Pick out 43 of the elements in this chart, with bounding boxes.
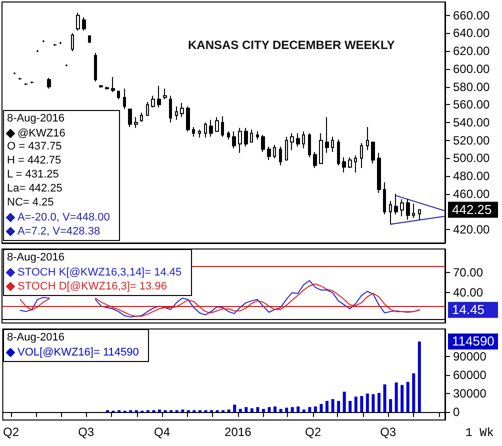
x-tick-label: 2016 [224,425,252,439]
annotation: O = 437.75 [7,140,62,152]
x-tick-label: Q2 [2,425,20,439]
x-tick-label: Q3 [78,425,94,439]
legend-label: STOCH K[@KWZ16,3,14]= 14.45 [18,266,182,278]
x-tick-label: Q3 [380,425,396,439]
y-tick-label: 640.00 [453,26,490,40]
annotation: 114590 [452,334,494,349]
y-tick-label: 70.00 [453,266,484,280]
annotation: 8-Aug-2016 [7,112,64,124]
y-tick-label: 620.00 [453,44,490,58]
y-tick-label: 90000 [453,350,487,364]
y-tick-label: 460.00 [453,186,490,201]
y-tick-label: 0 [453,405,460,420]
y-tick-label: 500.00 [453,151,490,166]
x-tick-label: Q2 [304,425,322,439]
y-tick-label: 40.00 [453,286,484,300]
y-tick-label: 420.00 [453,222,490,237]
x-tick-label: Q4 [154,425,170,439]
annotation: 14.45 [452,302,485,317]
legend-label: VOL[@KWZ16]= 114590 [18,346,139,358]
legend-label: @KWZ16 [18,128,66,140]
y-tick-label: 560.00 [453,98,490,112]
y-tick-label: 60000 [453,368,487,382]
y-tick-label: 540.00 [453,116,490,130]
annotation: La= 442.25 [7,182,62,194]
annotation: H = 442.75 [7,154,62,166]
y-tick-label: 660.00 [453,8,490,22]
y-tick-label: 30000 [453,386,487,401]
annotation: 8-Aug-2016 [7,252,64,264]
text: KANSAS CITY DECEMBER WEEKLY [188,38,395,52]
y-tick-label: 580.00 [453,80,490,94]
annotation: 442.25 [452,202,492,217]
annotation: L = 431.25 [7,168,59,180]
y-tick-label: 480.00 [453,169,490,184]
legend-label: A=-20.0, V=448.00 [18,212,110,224]
legend-label: STOCH D[@KWZ16,3]= 13.96 [18,280,167,292]
annotation: 8-Aug-2016 [7,332,64,344]
y-tick-label: 520.00 [453,133,490,148]
y-tick-label: 600.00 [453,62,490,76]
x-axis-title: 1 Wk [465,426,494,440]
annotation: NC= 4.25 [7,196,54,208]
legend-label: A=7.2, V=428.38 [18,226,100,238]
